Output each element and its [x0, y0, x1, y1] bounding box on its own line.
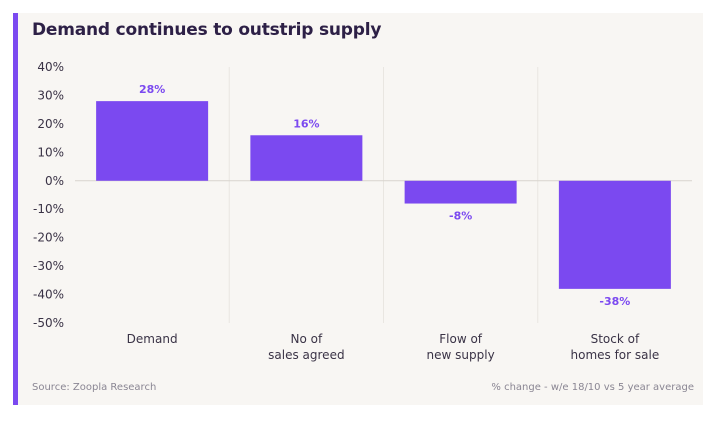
- y-tick-label: 20%: [37, 117, 64, 131]
- chart-title: Demand continues to outstrip supply: [32, 20, 382, 40]
- source-note: Source: Zoopla Research: [32, 382, 157, 393]
- bar: [404, 180, 517, 204]
- category-label: homes for sale: [571, 348, 660, 362]
- y-tick-label: -10%: [33, 202, 64, 216]
- bar: [250, 135, 363, 181]
- category-label: Stock of: [591, 332, 640, 346]
- y-tick-label: 0%: [45, 174, 64, 188]
- y-tick-label: -40%: [33, 288, 64, 302]
- data-label: -8%: [449, 210, 472, 223]
- accent-bar: [13, 13, 18, 405]
- category-label: No of: [291, 332, 323, 346]
- y-tick-label: -30%: [33, 259, 64, 273]
- data-label: 16%: [293, 117, 319, 130]
- bar: [96, 101, 209, 181]
- category-label: Demand: [127, 332, 178, 346]
- y-tick-label: -50%: [33, 316, 64, 330]
- category-label: sales agreed: [268, 348, 344, 362]
- measure-note: % change - w/e 18/10 vs 5 year average: [491, 382, 694, 393]
- y-tick-label: -20%: [33, 231, 64, 245]
- y-tick-label: 10%: [37, 145, 64, 159]
- category-label: Flow of: [439, 332, 483, 346]
- category-label: new supply: [427, 348, 495, 362]
- data-label: 28%: [139, 83, 165, 96]
- y-tick-label: 30%: [37, 88, 64, 102]
- data-label: -38%: [599, 295, 630, 308]
- bar: [558, 180, 671, 289]
- y-tick-label: 40%: [37, 60, 64, 74]
